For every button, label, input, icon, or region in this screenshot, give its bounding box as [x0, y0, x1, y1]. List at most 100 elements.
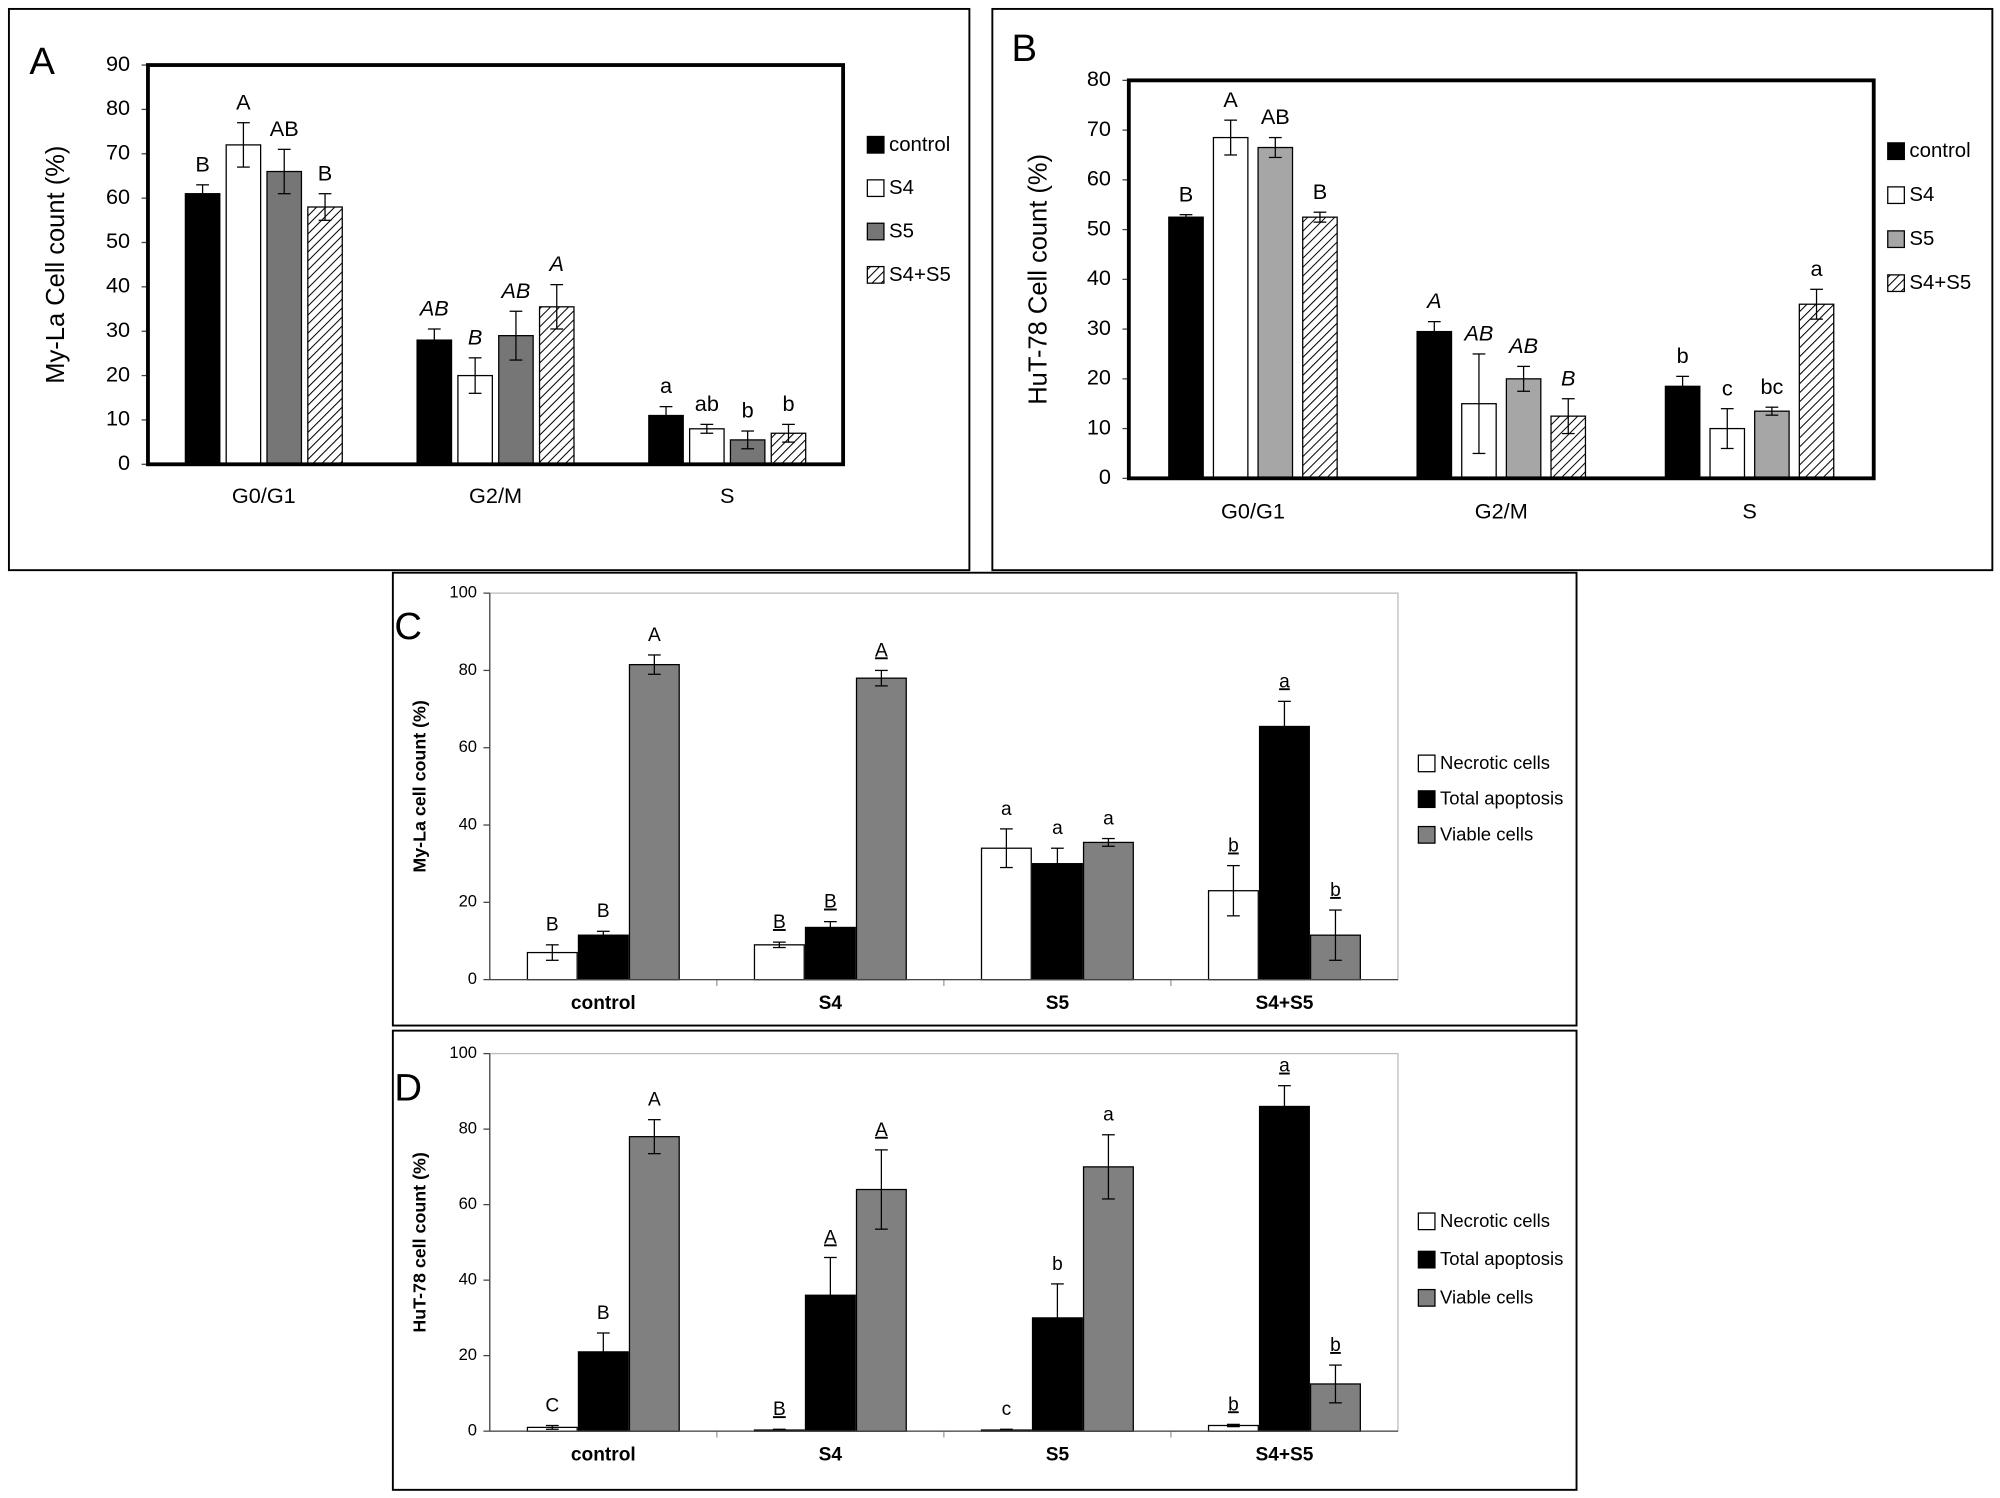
- legend-label: S5: [1909, 228, 1934, 250]
- significance-letter: B: [1179, 181, 1193, 206]
- error-bar: [823, 921, 837, 934]
- error-bar: [1000, 828, 1013, 869]
- error-bar: [647, 1119, 661, 1155]
- error-bar: [277, 148, 291, 195]
- error-bar: [1765, 406, 1779, 416]
- error-bar: [1268, 136, 1282, 159]
- error-bar: [647, 654, 661, 675]
- significance-letter: AB: [270, 116, 299, 141]
- error-bar: [509, 310, 523, 361]
- significance-letter: B: [773, 912, 786, 933]
- significance-letter: B: [546, 915, 559, 936]
- legend-label: S4+S5: [889, 264, 951, 286]
- plot-frame: [1126, 78, 1876, 481]
- significance-letter: a: [1279, 671, 1290, 692]
- significance-letter: B: [597, 1303, 610, 1324]
- x-tick-label: S4: [819, 993, 843, 1014]
- significance-letter: A: [1425, 288, 1441, 313]
- y-tick-label: 80: [459, 660, 477, 679]
- bar: [416, 339, 453, 465]
- legend-label: S5: [889, 221, 914, 243]
- error-bar: [550, 284, 564, 330]
- significance-letter: b: [782, 391, 794, 416]
- y-tick-label: 40: [459, 814, 477, 833]
- error-bar: [468, 357, 482, 394]
- significance-letter: A: [875, 640, 888, 661]
- error-bar: [1102, 1134, 1115, 1200]
- y-tick-label: 80: [459, 1118, 477, 1137]
- bar: [688, 428, 725, 465]
- y-tick-label: 60: [459, 737, 477, 756]
- x-tick-label: S4: [819, 1444, 843, 1465]
- y-tick-label: 90: [106, 51, 130, 76]
- error-bar: [237, 122, 250, 168]
- y-tick-label: 60: [459, 1194, 477, 1213]
- x-tick-label: G2/M: [469, 483, 522, 508]
- error-bar: [1224, 119, 1238, 156]
- bar: [753, 944, 805, 981]
- bar: [1031, 863, 1083, 981]
- error-bar: [596, 930, 610, 940]
- legend-swatch: [1887, 274, 1905, 293]
- error-bar: [1051, 1283, 1064, 1353]
- error-bar: [596, 1332, 610, 1372]
- legend-swatch: [1417, 825, 1436, 844]
- y-tick-label: 60: [106, 184, 130, 209]
- legend-swatch: [1417, 1288, 1436, 1307]
- significance-letter: b: [1677, 343, 1689, 368]
- significance-letter: A: [236, 89, 251, 114]
- y-tick-label: 80: [1087, 66, 1111, 91]
- x-tick-label: G0/G1: [232, 483, 296, 508]
- error-bar: [1102, 837, 1115, 847]
- significance-letter: a: [1811, 256, 1824, 281]
- bar: [1664, 385, 1701, 479]
- bar: [577, 934, 629, 981]
- legend-swatch: [1417, 1212, 1436, 1231]
- panel-frame: [391, 571, 1578, 1027]
- error-bar: [659, 405, 673, 426]
- y-tick-label: 70: [1087, 116, 1111, 141]
- bar: [538, 306, 575, 465]
- error-bar: [875, 1149, 888, 1230]
- significance-letter: B: [1313, 179, 1327, 204]
- bar: [1798, 303, 1835, 479]
- bar: [1258, 1105, 1310, 1432]
- significance-letter: b: [1228, 1394, 1239, 1415]
- legend-label: Total apoptosis: [1440, 1248, 1563, 1269]
- bar: [1258, 725, 1310, 981]
- significance-letter: AB: [1507, 333, 1538, 358]
- y-tick-label: 10: [1087, 414, 1111, 439]
- error-bar: [1278, 1085, 1291, 1128]
- y-tick-label: 60: [1087, 166, 1111, 191]
- legend-swatch: [1417, 754, 1436, 773]
- significance-letter: AB: [418, 296, 449, 321]
- x-tick-label: S5: [1046, 1444, 1070, 1465]
- significance-letter: AB: [499, 278, 530, 303]
- legend-swatch: [1887, 142, 1905, 161]
- error-bar: [1329, 909, 1342, 961]
- y-tick-label: 40: [106, 273, 130, 298]
- y-axis-label: My-La Cell count (%): [42, 146, 70, 384]
- bar: [855, 677, 907, 981]
- bar: [1505, 378, 1542, 479]
- x-tick-label: control: [571, 993, 636, 1014]
- legend-swatch: [866, 222, 885, 241]
- y-tick-label: 0: [468, 969, 477, 988]
- panel-label: C: [394, 605, 422, 648]
- significance-letter: B: [597, 901, 610, 922]
- legend-label: control: [889, 134, 950, 156]
- legend-label: Viable cells: [1440, 1286, 1533, 1307]
- significance-letter: B: [1561, 365, 1575, 390]
- x-tick-label: S5: [1046, 993, 1070, 1014]
- panel-frame: [991, 7, 1994, 572]
- x-tick-label: control: [571, 1444, 636, 1465]
- y-tick-label: 20: [459, 1345, 477, 1364]
- error-bar: [1179, 214, 1193, 221]
- significance-letter: ab: [695, 391, 719, 416]
- significance-letter: a: [1103, 808, 1114, 829]
- significance-letter: B: [824, 892, 837, 913]
- error-bar: [1561, 398, 1575, 435]
- significance-letter: AB: [1261, 104, 1290, 129]
